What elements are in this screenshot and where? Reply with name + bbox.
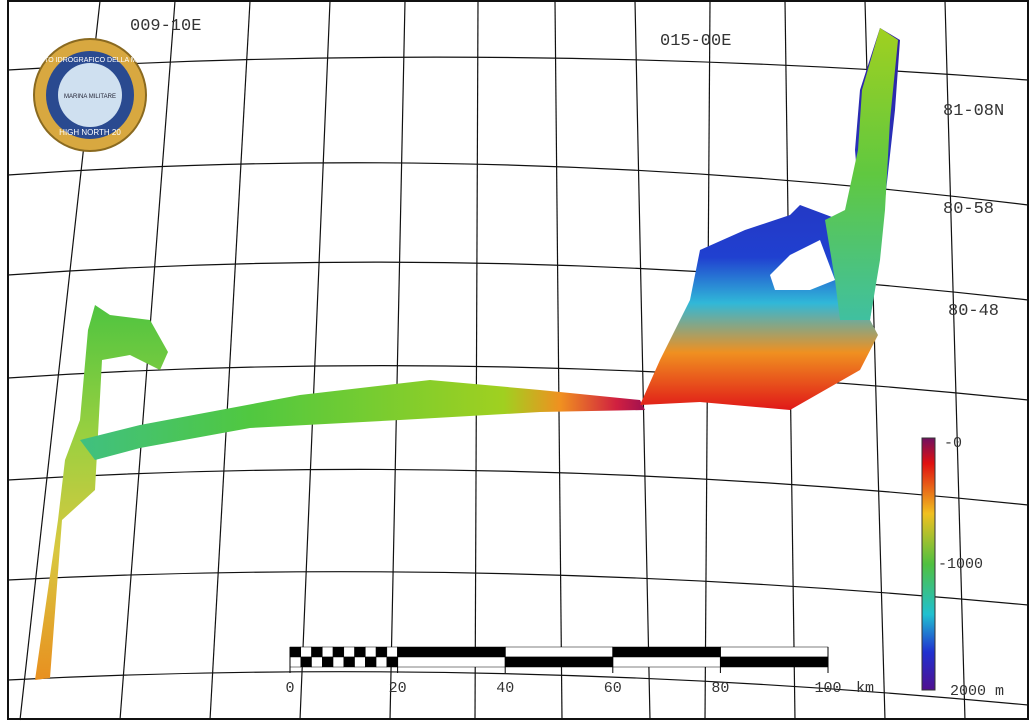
scale-segment bbox=[312, 657, 323, 667]
scale-segment bbox=[398, 647, 506, 657]
scale-segment bbox=[398, 657, 506, 667]
scale-segment bbox=[344, 657, 355, 667]
logo-center: MARINA MILITARE bbox=[64, 94, 116, 100]
scale-unit: km bbox=[856, 680, 874, 697]
colorbar-label: -0 bbox=[944, 435, 962, 452]
scale-segment bbox=[290, 657, 301, 667]
scale-tick-label: 80 bbox=[711, 680, 729, 697]
scale-segment bbox=[365, 657, 376, 667]
colorbar-label: 2000 m bbox=[950, 683, 1004, 700]
scale-tick-label: 20 bbox=[389, 680, 407, 697]
scale-tick-label: 0 bbox=[285, 680, 294, 697]
scale-segment bbox=[355, 647, 366, 657]
scale-segment bbox=[505, 657, 613, 667]
logo-ring-bottom: HIGH NORTH 20 bbox=[59, 128, 121, 137]
colorbar-label: -1000 bbox=[938, 556, 983, 573]
lon-label: 015-00E bbox=[660, 32, 731, 51]
scale-segment bbox=[720, 647, 828, 657]
scale-segment bbox=[301, 657, 312, 667]
lat-label: 80-48 bbox=[948, 302, 999, 321]
colorbar-ramp bbox=[922, 438, 935, 690]
scale-segment bbox=[322, 647, 333, 657]
scale-tick-label: 40 bbox=[496, 680, 514, 697]
scale-segment bbox=[387, 657, 398, 667]
lat-label: 80-58 bbox=[943, 200, 994, 219]
lat-label: 81-08N bbox=[943, 102, 1004, 121]
scale-segment bbox=[333, 657, 344, 667]
scale-segment bbox=[290, 647, 301, 657]
scale-segment bbox=[322, 657, 333, 667]
scale-tick-label: 60 bbox=[604, 680, 622, 697]
scale-tick-label: 100 bbox=[814, 680, 841, 697]
scale-segment bbox=[387, 647, 398, 657]
scale-segment bbox=[613, 647, 721, 657]
map: ISTITUTO IDROGRAFICO DELLA MARINA HIGH N… bbox=[0, 0, 1029, 722]
scale-segment bbox=[376, 657, 387, 667]
scale-segment bbox=[720, 657, 828, 667]
scale-segment bbox=[355, 657, 366, 667]
scale-segment bbox=[344, 647, 355, 657]
scale-segment bbox=[505, 647, 613, 657]
lon-label: 009-10E bbox=[130, 17, 201, 36]
scale-segment bbox=[301, 647, 312, 657]
scale-segment bbox=[312, 647, 323, 657]
scale-segment bbox=[333, 647, 344, 657]
scale-segment bbox=[613, 657, 721, 667]
scale-segment bbox=[376, 647, 387, 657]
logo-ring-top: ISTITUTO IDROGRAFICO DELLA MARINA bbox=[22, 57, 158, 64]
scale-segment bbox=[365, 647, 376, 657]
